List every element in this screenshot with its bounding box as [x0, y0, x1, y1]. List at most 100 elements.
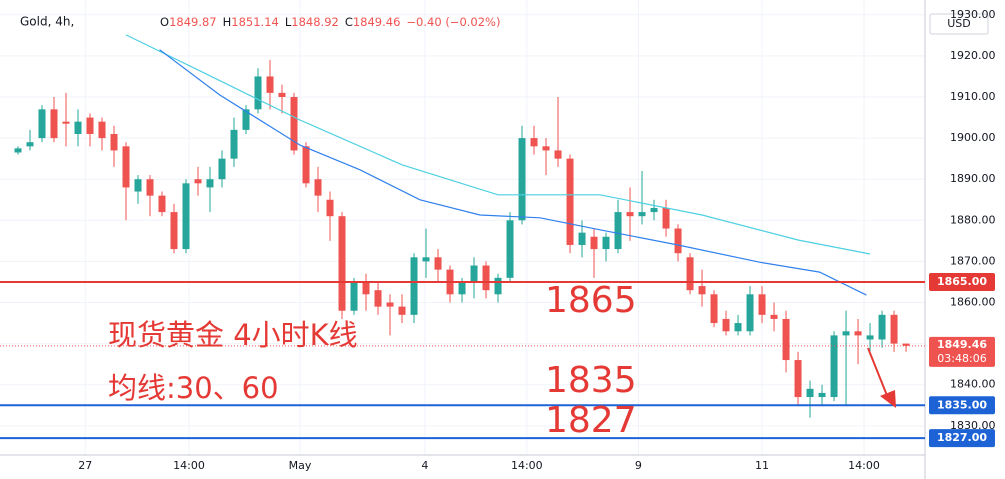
candle-body	[818, 392, 826, 398]
candle-body	[338, 216, 346, 311]
candle-body	[554, 150, 562, 159]
candle-body	[590, 236, 598, 250]
candle-body	[134, 179, 142, 192]
candle-body	[350, 281, 358, 311]
candle-body	[74, 121, 82, 134]
candle-body	[674, 228, 682, 254]
candle-body	[890, 314, 898, 344]
y-tick-label: 1830.00	[950, 419, 996, 432]
price-label-box	[929, 272, 995, 291]
last-price-label: 1849.46	[937, 338, 987, 351]
annotation: 1865	[545, 280, 637, 321]
candle-body	[626, 212, 634, 217]
candle-body	[830, 335, 838, 398]
candle-body	[638, 212, 646, 217]
candle-body	[758, 294, 766, 315]
annotation: 1835	[545, 360, 637, 401]
x-tick-label: 9	[635, 459, 642, 472]
ohlc-value: 1851.14	[231, 15, 279, 29]
y-tick-label: 1930.00	[950, 8, 996, 21]
candle-body	[158, 195, 166, 213]
x-tick-label: 14:00	[848, 459, 880, 472]
candle-body	[746, 294, 754, 332]
candle-body	[614, 212, 622, 250]
candle-body	[86, 117, 94, 134]
candle-body	[650, 207, 658, 213]
candle-body	[854, 331, 862, 336]
y-tick-label: 1840.00	[950, 378, 996, 391]
candle-body	[566, 158, 574, 245]
candle-body	[506, 220, 514, 278]
candle-body	[170, 212, 178, 250]
candle-body	[794, 360, 802, 398]
arrow	[867, 347, 889, 399]
ohlc-value: 1849.87	[169, 15, 217, 29]
currency-box	[929, 13, 989, 35]
price-label-box	[929, 396, 995, 415]
candle-body	[398, 306, 406, 315]
price-label-box	[929, 429, 995, 448]
candle-body	[182, 183, 190, 250]
candle-body	[698, 286, 706, 295]
candle-body	[518, 138, 526, 221]
change: −0.40 (−0.02%)	[406, 15, 500, 29]
annotation: 现货黄金 4小时K线	[108, 318, 358, 352]
ohlc-value: 1849.46	[353, 15, 401, 29]
y-tick-label: 1910.00	[950, 90, 996, 103]
x-tick-label: 11	[755, 459, 769, 472]
annotation: 1827	[545, 400, 637, 441]
candle-body	[98, 121, 106, 139]
candle-body	[290, 97, 298, 151]
x-tick-label: 4	[421, 459, 428, 472]
x-tick-label: 14:00	[173, 459, 205, 472]
symbol: Gold, 4h,	[20, 15, 74, 29]
candle-body	[782, 318, 790, 361]
y-tick-label: 1920.00	[950, 49, 996, 62]
y-tick-label: 1900.00	[950, 131, 996, 144]
ohlc-label: O	[160, 15, 169, 29]
candle-body	[578, 232, 586, 245]
ohlc: O1849.87 H1851.14 L1848.92 C1849.46 −0.40 (−…	[160, 15, 500, 29]
y-tick-label: 1880.00	[950, 213, 996, 226]
candle-body	[194, 179, 202, 184]
candle-body	[38, 109, 46, 139]
annotation: 均线:30、60	[108, 371, 279, 405]
candle-body	[458, 281, 466, 295]
candle-body	[422, 257, 430, 262]
candle-body	[50, 109, 58, 139]
candle-body	[734, 323, 742, 332]
countdown: 03:48:06	[937, 352, 986, 365]
candle-body	[866, 335, 874, 340]
ohlc-label: C	[345, 15, 353, 29]
candle-body	[302, 146, 310, 184]
price-label: 1827.00	[937, 431, 987, 444]
candle-body	[278, 92, 286, 98]
candle-body	[842, 331, 850, 336]
candle-body	[206, 179, 214, 188]
candle-body	[530, 138, 538, 147]
candle-body	[602, 236, 610, 250]
candle-body	[902, 343, 910, 346]
candle-body	[122, 146, 130, 188]
candle-body	[326, 199, 334, 217]
x-tick-label: May	[289, 459, 312, 472]
candle-body	[14, 148, 22, 153]
candle-body	[242, 109, 250, 130]
price-label: 1835.00	[937, 398, 987, 411]
candle-body	[542, 146, 550, 151]
candle-body	[146, 179, 154, 196]
currency: USD	[947, 17, 971, 30]
plot	[0, 34, 925, 440]
y-tick-label: 1870.00	[950, 254, 996, 267]
x-tick-label: 14:00	[511, 459, 543, 472]
y-tick-label: 1860.00	[950, 296, 996, 309]
candle-body	[482, 265, 490, 291]
candle-body	[410, 257, 418, 315]
candle-body	[110, 133, 118, 151]
last-price-box	[929, 336, 995, 367]
arrow-head	[880, 390, 896, 408]
candle-body	[386, 302, 394, 307]
candle-body	[362, 281, 370, 295]
